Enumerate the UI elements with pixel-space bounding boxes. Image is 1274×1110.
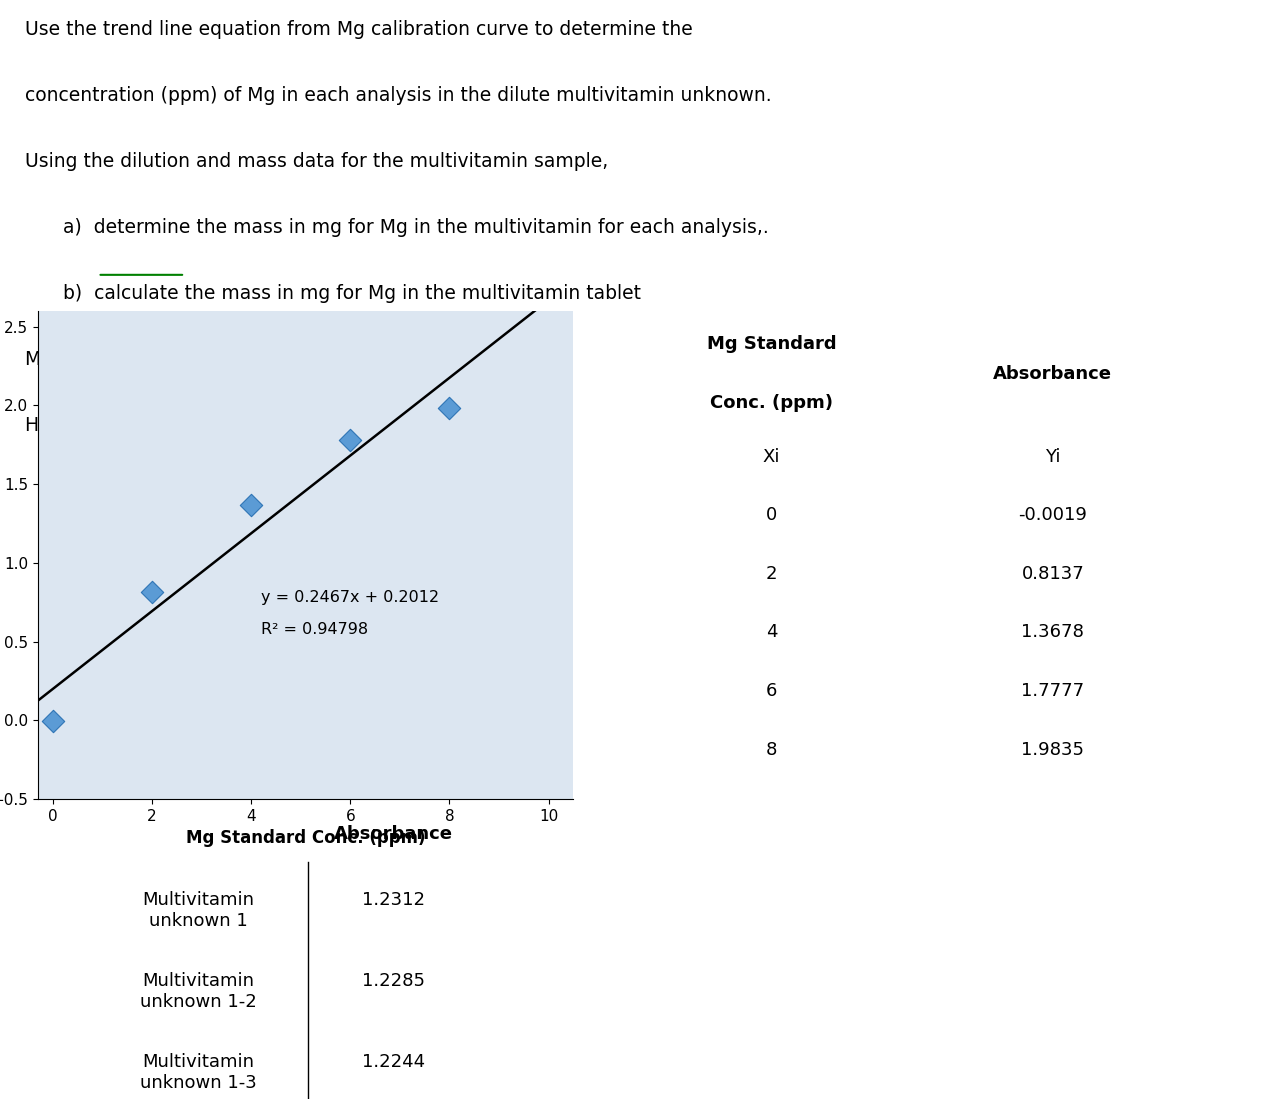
Text: Yi: Yi bbox=[1045, 447, 1060, 465]
Text: y = 0.2467x + 0.2012: y = 0.2467x + 0.2012 bbox=[261, 591, 440, 605]
Text: 2: 2 bbox=[766, 565, 777, 583]
Text: a)  determine the mass in mg for Mg in the multivitamin for each analysis,.: a) determine the mass in mg for Mg in th… bbox=[62, 218, 768, 236]
Point bbox=[141, 584, 162, 602]
Text: Mass of tablet = 1.8123g: Mass of tablet = 1.8123g bbox=[25, 350, 262, 369]
Text: Xi: Xi bbox=[763, 447, 780, 465]
Text: Mg Standard: Mg Standard bbox=[707, 335, 836, 353]
Point bbox=[340, 432, 361, 450]
X-axis label: Mg Standard Conc. (ppm): Mg Standard Conc. (ppm) bbox=[186, 829, 426, 847]
Text: 8: 8 bbox=[766, 740, 777, 758]
Text: 1.2285: 1.2285 bbox=[362, 972, 426, 990]
Point bbox=[241, 496, 261, 514]
Text: concentration (ppm) of Mg in each analysis in the dilute multivitamin unknown.: concentration (ppm) of Mg in each analys… bbox=[25, 87, 772, 105]
Point bbox=[43, 712, 64, 729]
Text: 0: 0 bbox=[766, 506, 777, 524]
Text: Absorbance: Absorbance bbox=[334, 825, 454, 842]
Text: 1.2244: 1.2244 bbox=[362, 1052, 426, 1071]
Text: 6: 6 bbox=[766, 682, 777, 700]
Text: Using the dilution and mass data for the multivitamin sample,: Using the dilution and mass data for the… bbox=[25, 152, 609, 171]
Text: Half of tablet mass used for experiment = 0.5234g: Half of tablet mass used for experiment … bbox=[25, 416, 505, 435]
Text: Absorbance: Absorbance bbox=[994, 364, 1112, 383]
Text: Multivitamin
unknown 1: Multivitamin unknown 1 bbox=[143, 891, 255, 930]
Text: b)  calculate the mass in mg for Mg in the multivitamin tablet: b) calculate the mass in mg for Mg in th… bbox=[62, 284, 641, 303]
Text: -0.0019: -0.0019 bbox=[1018, 506, 1087, 524]
Text: Use the trend line equation from Mg calibration curve to determine the: Use the trend line equation from Mg cali… bbox=[25, 20, 693, 39]
Text: 4: 4 bbox=[766, 624, 777, 642]
Text: 1.9835: 1.9835 bbox=[1022, 740, 1084, 758]
Point bbox=[440, 400, 460, 417]
Text: 0.8137: 0.8137 bbox=[1022, 565, 1084, 583]
Text: Multivitamin
unknown 1-3: Multivitamin unknown 1-3 bbox=[140, 1052, 257, 1091]
Text: 1.2312: 1.2312 bbox=[362, 891, 426, 909]
Text: 1.3678: 1.3678 bbox=[1022, 624, 1084, 642]
Text: R² = 0.94798: R² = 0.94798 bbox=[261, 622, 368, 636]
Text: 1.7777: 1.7777 bbox=[1022, 682, 1084, 700]
Text: Multivitamin
unknown 1-2: Multivitamin unknown 1-2 bbox=[140, 972, 257, 1011]
Text: Conc. (ppm): Conc. (ppm) bbox=[710, 394, 833, 412]
